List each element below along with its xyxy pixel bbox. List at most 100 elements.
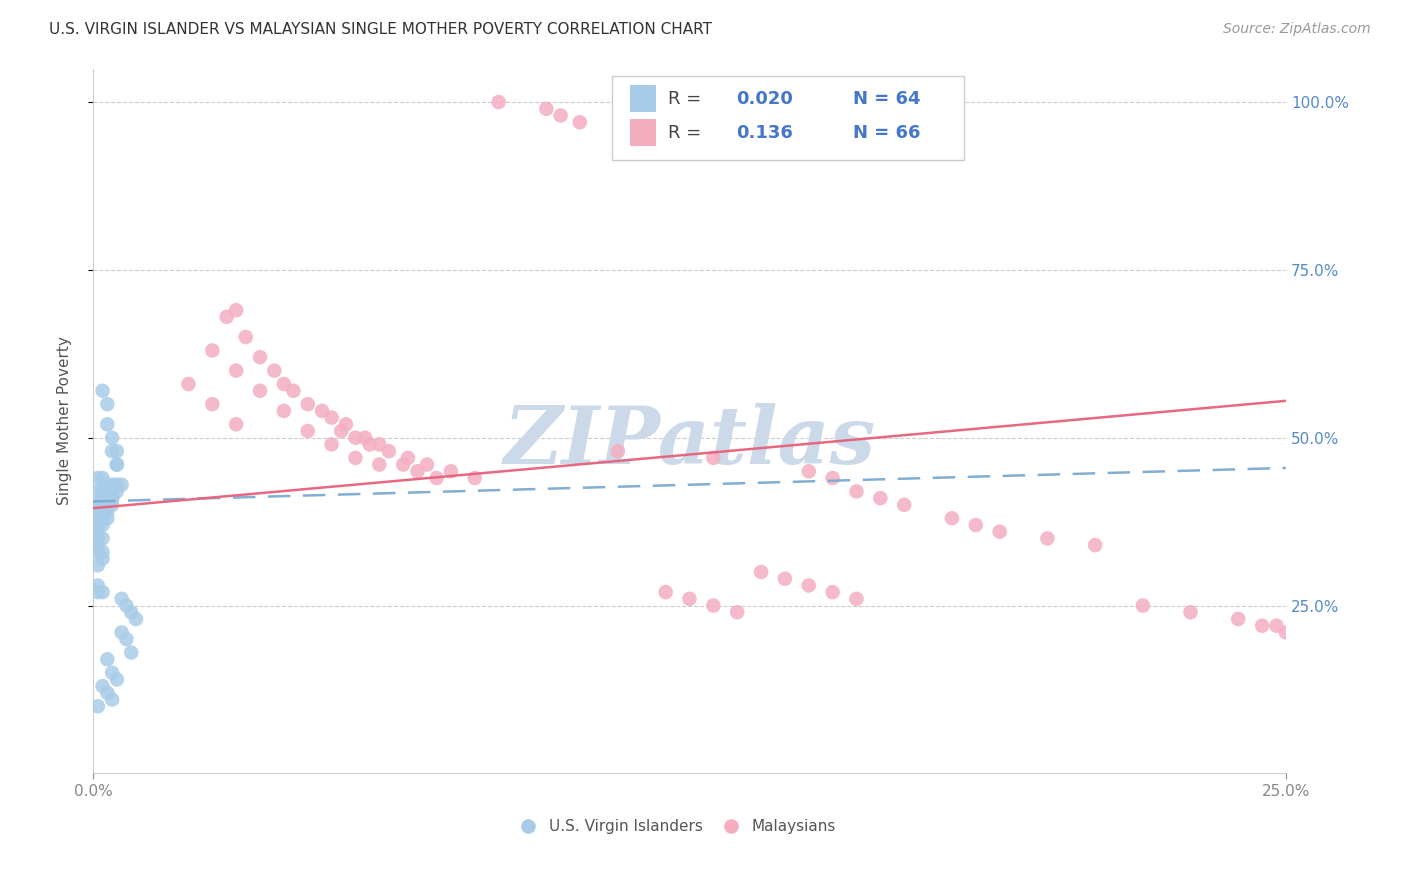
FancyBboxPatch shape xyxy=(612,76,965,161)
Point xyxy=(87,471,110,485)
Point xyxy=(101,665,124,680)
Point xyxy=(91,551,114,566)
Point xyxy=(354,431,377,445)
Point xyxy=(416,458,439,472)
Point xyxy=(87,505,110,519)
Point xyxy=(235,330,257,344)
Point xyxy=(344,431,367,445)
Point xyxy=(797,578,820,592)
Point xyxy=(283,384,305,398)
Point xyxy=(111,591,134,606)
Point xyxy=(464,471,486,485)
Text: R =: R = xyxy=(668,124,713,142)
Point xyxy=(91,532,114,546)
Point xyxy=(1036,532,1059,546)
Point xyxy=(91,585,114,599)
Point xyxy=(87,518,110,533)
Point xyxy=(702,450,724,465)
Point xyxy=(87,699,110,714)
Point xyxy=(96,505,118,519)
Point xyxy=(87,558,110,573)
Point xyxy=(177,377,200,392)
Point xyxy=(330,424,353,438)
Point xyxy=(87,524,110,539)
Point xyxy=(845,591,868,606)
Point xyxy=(201,343,224,358)
Point xyxy=(821,471,844,485)
Point xyxy=(335,417,357,432)
Point xyxy=(550,108,572,122)
Point xyxy=(101,692,124,706)
Point xyxy=(869,491,891,505)
Text: U.S. VIRGIN ISLANDER VS MALAYSIAN SINGLE MOTHER POVERTY CORRELATION CHART: U.S. VIRGIN ISLANDER VS MALAYSIAN SINGLE… xyxy=(49,22,713,37)
Point xyxy=(96,491,118,505)
Point xyxy=(91,484,114,499)
Point xyxy=(91,518,114,533)
Point xyxy=(101,477,124,491)
Point xyxy=(96,491,118,505)
Point xyxy=(702,599,724,613)
Point xyxy=(225,363,247,377)
Point xyxy=(344,450,367,465)
Point xyxy=(249,384,271,398)
Point xyxy=(101,491,124,505)
Point xyxy=(225,303,247,318)
Point xyxy=(87,511,110,525)
Point xyxy=(91,384,114,398)
Point xyxy=(321,410,343,425)
Point xyxy=(426,471,449,485)
Point xyxy=(1265,618,1288,632)
Point xyxy=(96,498,118,512)
Point xyxy=(91,498,114,512)
Point xyxy=(359,437,381,451)
Point xyxy=(215,310,238,324)
Point xyxy=(965,518,987,533)
Point xyxy=(101,484,124,499)
Point xyxy=(988,524,1011,539)
Point xyxy=(297,424,319,438)
Point xyxy=(91,545,114,559)
Point xyxy=(105,458,128,472)
Point xyxy=(87,578,110,592)
Point xyxy=(96,397,118,411)
Text: Malaysians: Malaysians xyxy=(752,819,837,834)
Point xyxy=(105,477,128,491)
Point xyxy=(91,484,114,499)
Point xyxy=(773,572,796,586)
Point xyxy=(96,477,118,491)
Point xyxy=(120,646,142,660)
Point xyxy=(749,565,772,579)
Point xyxy=(1227,612,1250,626)
Point xyxy=(893,498,915,512)
Point xyxy=(87,538,110,552)
Point xyxy=(568,115,591,129)
Point xyxy=(201,397,224,411)
Point xyxy=(91,505,114,519)
Point xyxy=(105,444,128,458)
Text: Source: ZipAtlas.com: Source: ZipAtlas.com xyxy=(1223,22,1371,37)
Point xyxy=(111,477,134,491)
Point xyxy=(125,612,148,626)
Point xyxy=(87,585,110,599)
Point xyxy=(105,484,128,499)
Point xyxy=(1275,625,1298,640)
Point xyxy=(941,511,963,525)
Point xyxy=(1084,538,1107,552)
Text: 0.136: 0.136 xyxy=(735,124,793,142)
Point xyxy=(101,431,124,445)
Point xyxy=(87,498,110,512)
Point xyxy=(87,545,110,559)
Y-axis label: Single Mother Poverty: Single Mother Poverty xyxy=(58,336,72,506)
Point xyxy=(105,458,128,472)
Point xyxy=(797,464,820,478)
Point xyxy=(1180,605,1202,619)
Point xyxy=(96,511,118,525)
Text: ZIPatlas: ZIPatlas xyxy=(503,403,876,481)
Point xyxy=(96,686,118,700)
Bar xyxy=(630,86,657,112)
Point xyxy=(120,605,142,619)
Point xyxy=(378,444,401,458)
Point xyxy=(321,437,343,451)
Point xyxy=(96,652,118,666)
Point xyxy=(273,377,295,392)
